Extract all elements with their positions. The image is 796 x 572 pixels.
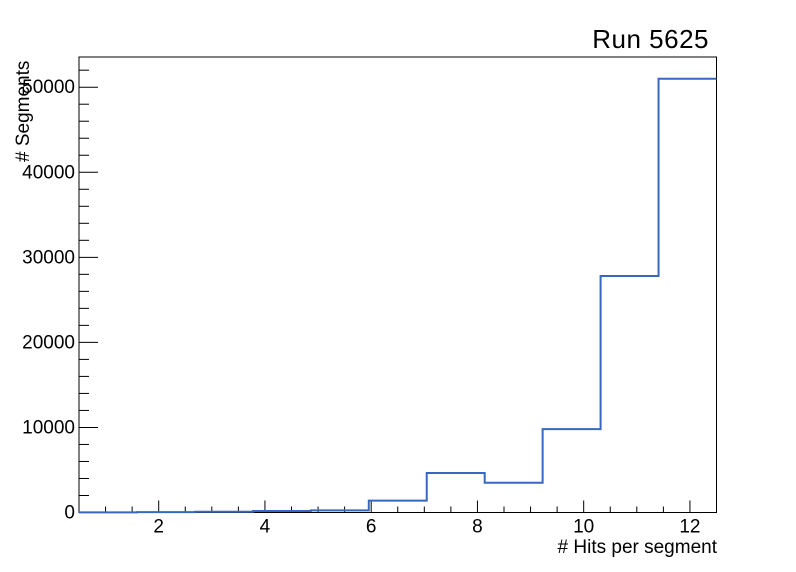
y-tick-label: 20000 bbox=[22, 332, 75, 353]
plot-frame bbox=[78, 56, 717, 513]
y-tick-label: 10000 bbox=[22, 417, 75, 438]
x-tick-label: 4 bbox=[260, 517, 271, 538]
x-tick-label: 10 bbox=[573, 517, 594, 538]
y-tick-label: 40000 bbox=[22, 162, 75, 183]
y-axis-ticks bbox=[79, 69, 98, 496]
x-axis-ticks bbox=[105, 500, 691, 513]
x-tick-label: 8 bbox=[472, 517, 483, 538]
x-tick-label: 2 bbox=[153, 517, 164, 538]
x-axis-title: # Hits per segment bbox=[557, 537, 717, 558]
y-tick-label: 0 bbox=[64, 503, 75, 524]
histogram-line bbox=[79, 77, 717, 514]
x-tick-label: 12 bbox=[679, 517, 700, 538]
y-tick-label: 50000 bbox=[22, 77, 75, 98]
y-tick-label: 30000 bbox=[22, 247, 75, 268]
y-axis-title: # Segments bbox=[13, 60, 34, 162]
x-tick-label: 6 bbox=[366, 517, 377, 538]
plot-title: Run 5625 bbox=[592, 24, 709, 54]
